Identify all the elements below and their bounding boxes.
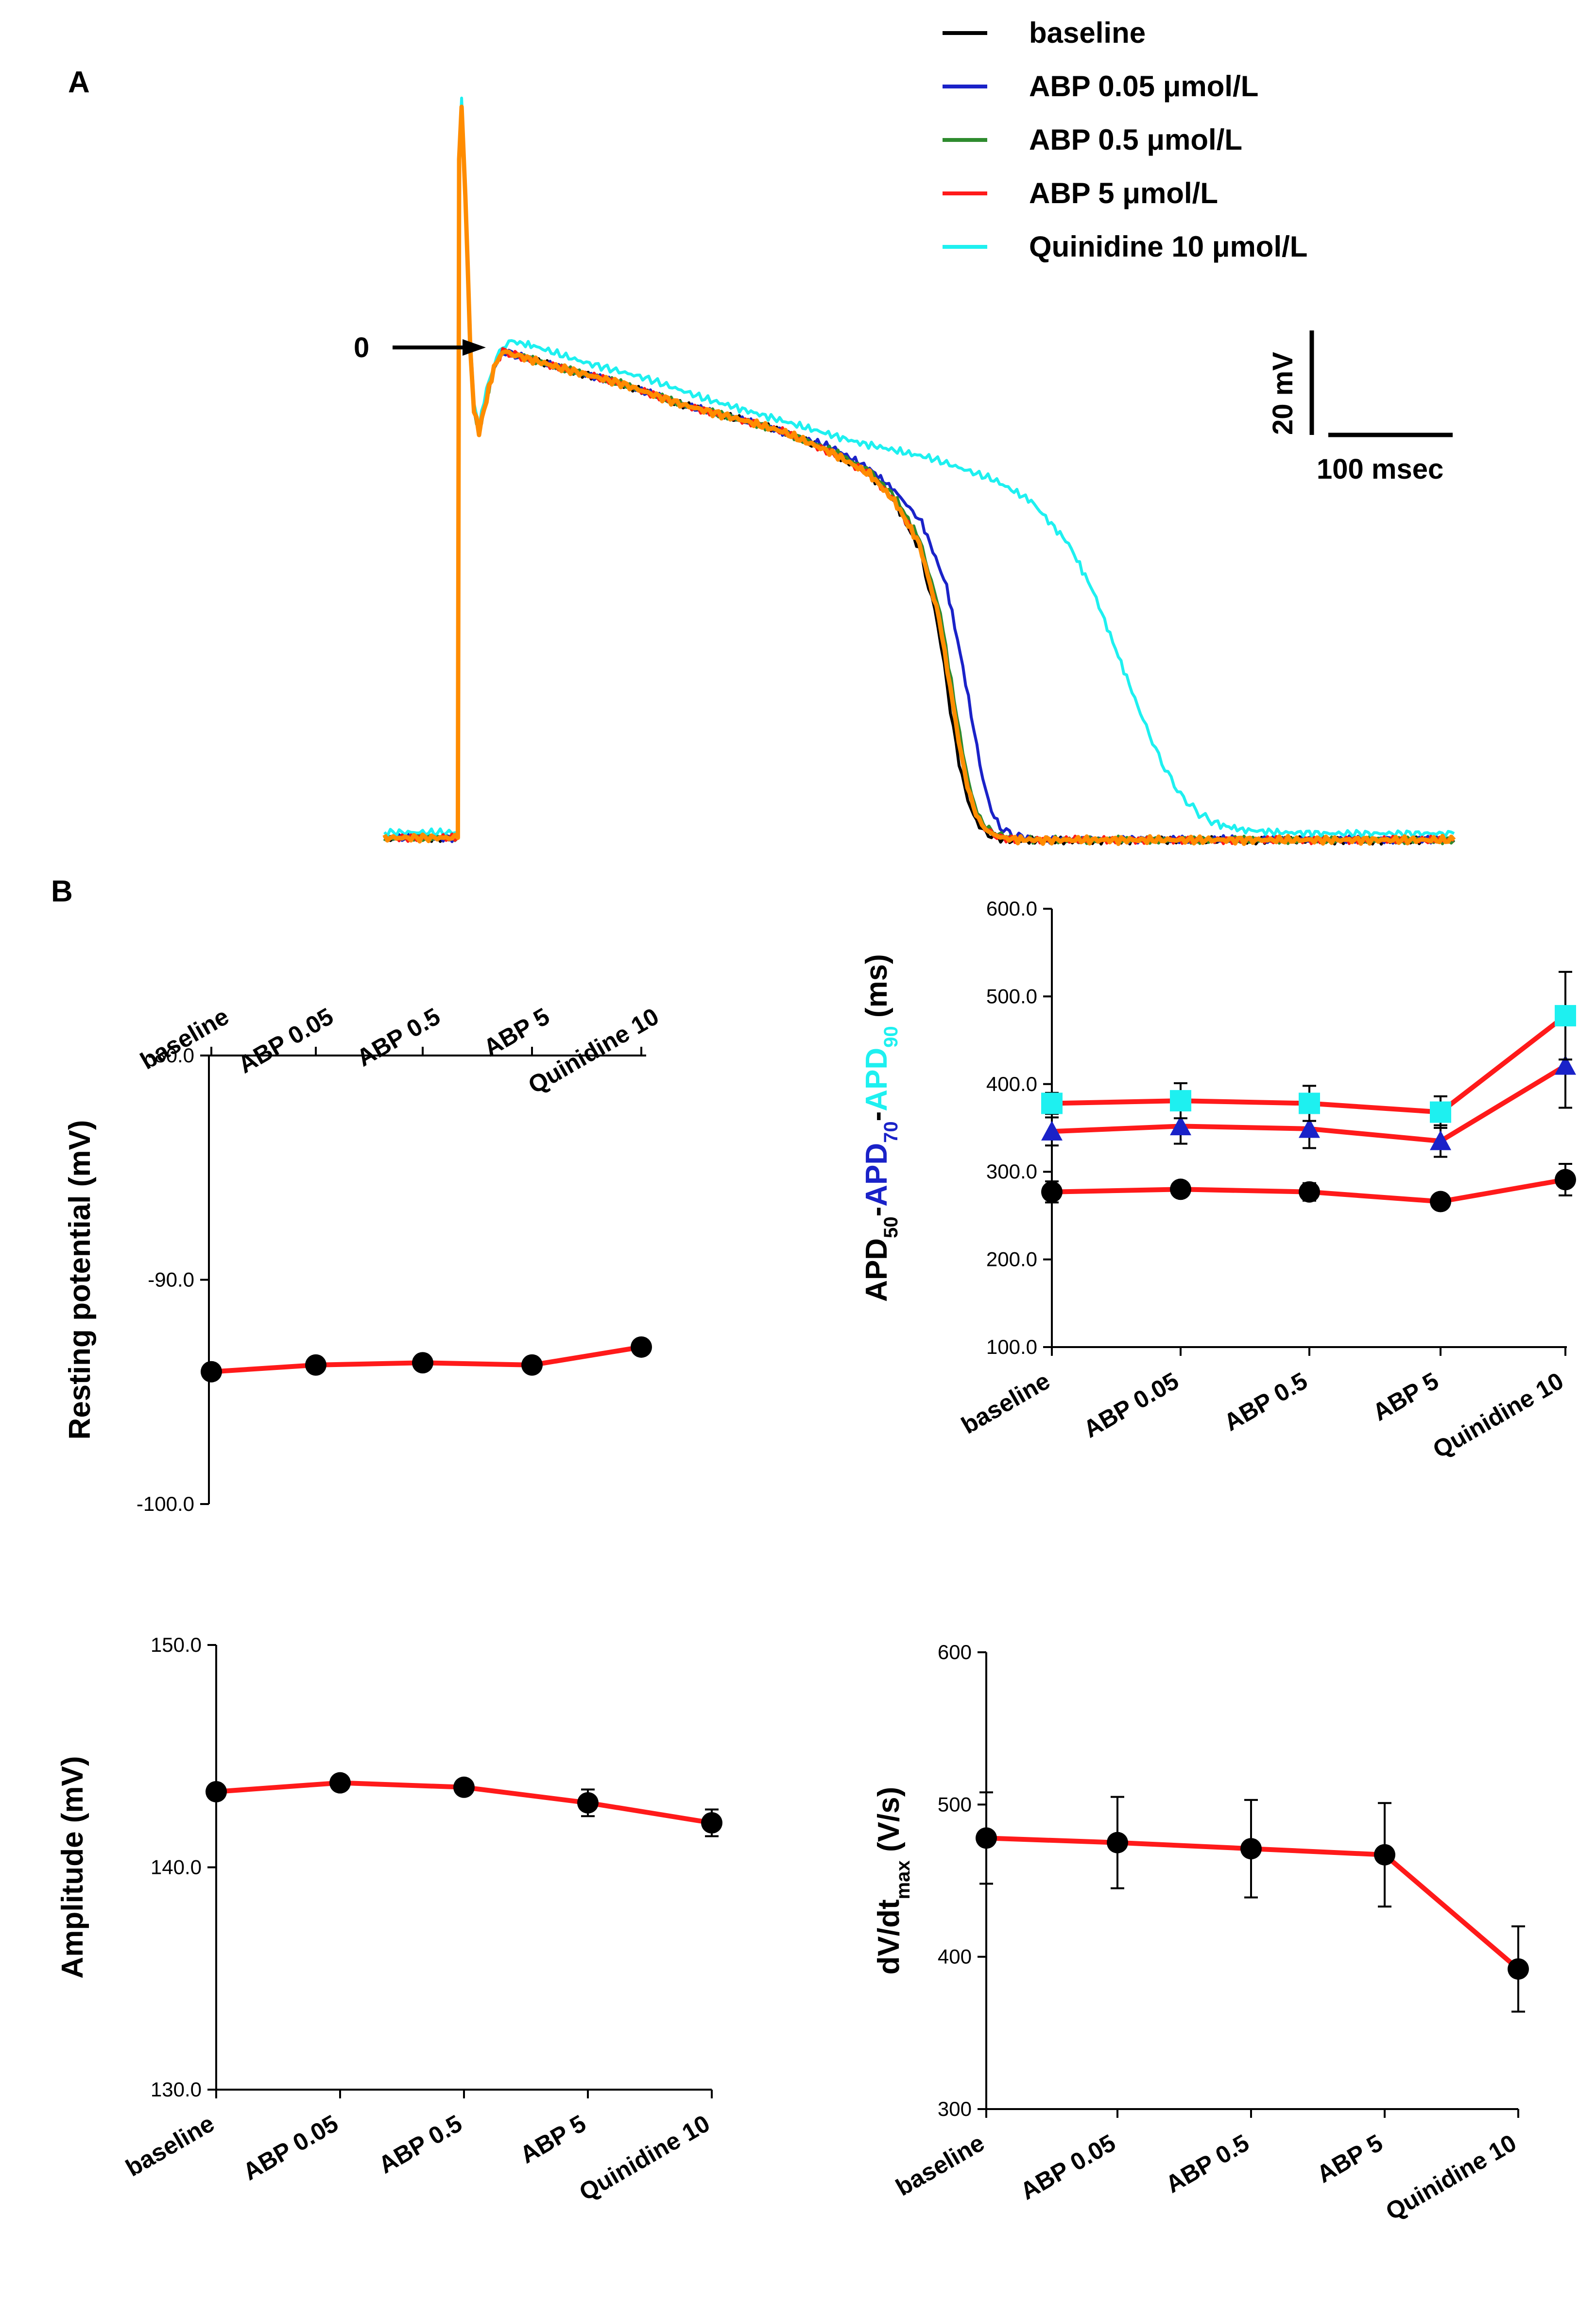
point-apd90-abp-5 [1430, 1101, 1451, 1123]
category-label-abp-5: ABP 5 [515, 2110, 591, 2169]
point-amplitude-abp-5 [577, 1792, 599, 1814]
y-tick-label: -90.0 [148, 1268, 194, 1291]
y-tick-label: 130.0 [151, 2078, 202, 2101]
scale-bar: 20 mV 100 msec [1267, 330, 1453, 485]
y-tick-label: 200.0 [986, 1248, 1037, 1271]
zero-arrow-icon [393, 339, 486, 356]
point-apd90-abp-0-5 [1299, 1092, 1320, 1114]
action-potential-traces [382, 96, 1456, 846]
category-label-abp-0-5: ABP 0.5 [1161, 2129, 1254, 2198]
point-dv-dt-max-abp-0-05 [1107, 1832, 1128, 1853]
y-tick-label: 600.0 [986, 897, 1037, 920]
y-axis-title: APD50-APD70-APD90 (ms) [860, 954, 902, 1302]
point-apd70-abp-0-5 [1299, 1118, 1320, 1138]
y-tick-label: 500.0 [986, 985, 1037, 1007]
category-label-abp-5: ABP 5 [1368, 1367, 1443, 1426]
dvdt-max-chart: 300 400 500 600 baseline ABP 0.05 ABP 0.5 ABP 5… [872, 1641, 1529, 2226]
y-axis-title: dV/dtmax (V/s) [872, 1787, 914, 1975]
legend-label-abp-0-5: ABP 0.5 μmol/L [1029, 123, 1242, 156]
category-label-baseline: baseline [957, 1367, 1054, 1439]
category-label-abp-0-5: ABP 0.5 [352, 1003, 445, 1072]
y-tick-label: -100.0 [137, 1492, 194, 1515]
point-resting-potential-quinidine-10 [631, 1336, 652, 1358]
scale-time-label: 100 msec [1317, 453, 1443, 485]
legend-label-quinidine-10: Quinidine 10 μmol/L [1029, 230, 1307, 263]
y-tick-label: 600 [938, 1641, 972, 1663]
trace-abp-5-mol-l-orange-trace [382, 104, 1456, 846]
point-resting-potential-abp-0-05 [305, 1354, 326, 1376]
point-apd50-abp-0-5 [1299, 1181, 1320, 1203]
panel-a-label: A [68, 66, 90, 99]
category-label-quinidine-10: Quinidine 10 [575, 2110, 715, 2206]
category-label-baseline: baseline [891, 2129, 989, 2201]
point-dv-dt-max-baseline [976, 1827, 997, 1849]
y-axis-title: Resting potential (mV) [63, 1120, 97, 1440]
apd-chart: 100.0 200.0 300.0 400.0 500.0 600.0 baseline AB… [860, 897, 1576, 1464]
point-apd50-quinidine-10 [1555, 1169, 1576, 1191]
point-amplitude-quinidine-10 [701, 1812, 722, 1834]
point-apd50-baseline [1041, 1181, 1063, 1203]
scale-voltage-label: 20 mV [1267, 352, 1299, 435]
category-label-abp-0-5: ABP 0.5 [1219, 1367, 1312, 1437]
y-tick-label: 140.0 [151, 1856, 202, 1879]
y-tick-label: 400.0 [986, 1073, 1037, 1095]
category-label-quinidine-10: Quinidine 10 [1381, 2129, 1521, 2226]
y-tick-label: 400 [938, 1945, 972, 1968]
y-tick-label: 100.0 [986, 1335, 1037, 1358]
point-apd90-abp-0-05 [1170, 1090, 1191, 1112]
point-apd50-abp-0-05 [1170, 1178, 1191, 1200]
legend-label-baseline: baseline [1029, 17, 1146, 49]
point-resting-potential-abp-5 [521, 1354, 543, 1376]
category-label-quinidine-10: Quinidine 10 [1428, 1367, 1568, 1464]
point-resting-potential-abp-0-5 [412, 1352, 433, 1374]
point-amplitude-baseline [206, 1781, 227, 1802]
category-label-abp-0-05: ABP 0.05 [1079, 1367, 1184, 1443]
legend: baseline ABP 0.05 μmol/L ABP 0.5 μmol/L … [943, 17, 1307, 263]
panel-b-label: B [51, 875, 73, 908]
point-apd70-baseline [1041, 1121, 1063, 1141]
category-label-abp-0-05: ABP 0.05 [1016, 2129, 1120, 2205]
y-tick-label: -80.0 [148, 1044, 194, 1067]
trace-baseline [383, 106, 1455, 846]
trace-abp-5-mol-l [384, 104, 1455, 846]
trace-quinidine-10-mol-l [383, 96, 1455, 839]
legend-label-abp-0-05: ABP 0.05 μmol/L [1029, 70, 1258, 103]
y-tick-label: 300 [938, 2097, 972, 2120]
y-axis-title: Amplitude (mV) [56, 1756, 89, 1978]
category-label-abp-0-05: ABP 0.05 [239, 2110, 343, 2185]
point-apd70-quinidine-10 [1555, 1055, 1576, 1075]
point-amplitude-abp-0-5 [453, 1776, 475, 1798]
point-dv-dt-max-quinidine-10 [1508, 1958, 1529, 1980]
trace-abp-0-5-mol-l [383, 103, 1456, 846]
y-tick-label: 150.0 [151, 1633, 202, 1656]
category-label-abp-0-05: ABP 0.05 [234, 1003, 338, 1078]
point-resting-potential-baseline [201, 1361, 222, 1383]
point-apd70-abp-5 [1430, 1130, 1451, 1150]
point-dv-dt-max-abp-5 [1374, 1844, 1395, 1866]
zero-marker-label: 0 [354, 332, 369, 363]
y-tick-label: 500 [938, 1793, 972, 1816]
category-label-abp-0-5: ABP 0.5 [374, 2110, 467, 2179]
panel-a: A 0 baseline ABP 0.05 μmol/L ABP 0.5 μmo… [68, 17, 1456, 846]
point-apd90-baseline [1041, 1092, 1063, 1114]
point-dv-dt-max-abp-0-5 [1240, 1838, 1262, 1860]
trace-abp-0-05-mol-l [384, 103, 1455, 845]
point-apd70-abp-0-05 [1170, 1115, 1191, 1136]
point-apd90-quinidine-10 [1555, 1005, 1576, 1027]
category-label-baseline: baseline [121, 2110, 219, 2182]
point-apd50-abp-5 [1430, 1191, 1451, 1212]
category-label-abp-5: ABP 5 [479, 1003, 554, 1062]
category-label-abp-5: ABP 5 [1312, 2129, 1388, 2188]
point-amplitude-abp-0-05 [329, 1772, 351, 1794]
y-tick-label: 300.0 [986, 1160, 1037, 1183]
amplitude-chart: 130.0 140.0 150.0 baseline ABP 0.05 ABP 0.5 AB… [56, 1633, 722, 2206]
legend-label-abp-5: ABP 5 μmol/L [1029, 177, 1218, 209]
